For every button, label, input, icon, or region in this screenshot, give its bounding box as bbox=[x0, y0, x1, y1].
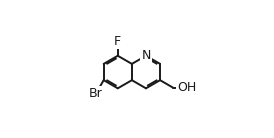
Text: Br: Br bbox=[89, 87, 103, 100]
Text: N: N bbox=[141, 49, 151, 62]
Text: OH: OH bbox=[177, 81, 196, 94]
Text: F: F bbox=[114, 35, 121, 48]
